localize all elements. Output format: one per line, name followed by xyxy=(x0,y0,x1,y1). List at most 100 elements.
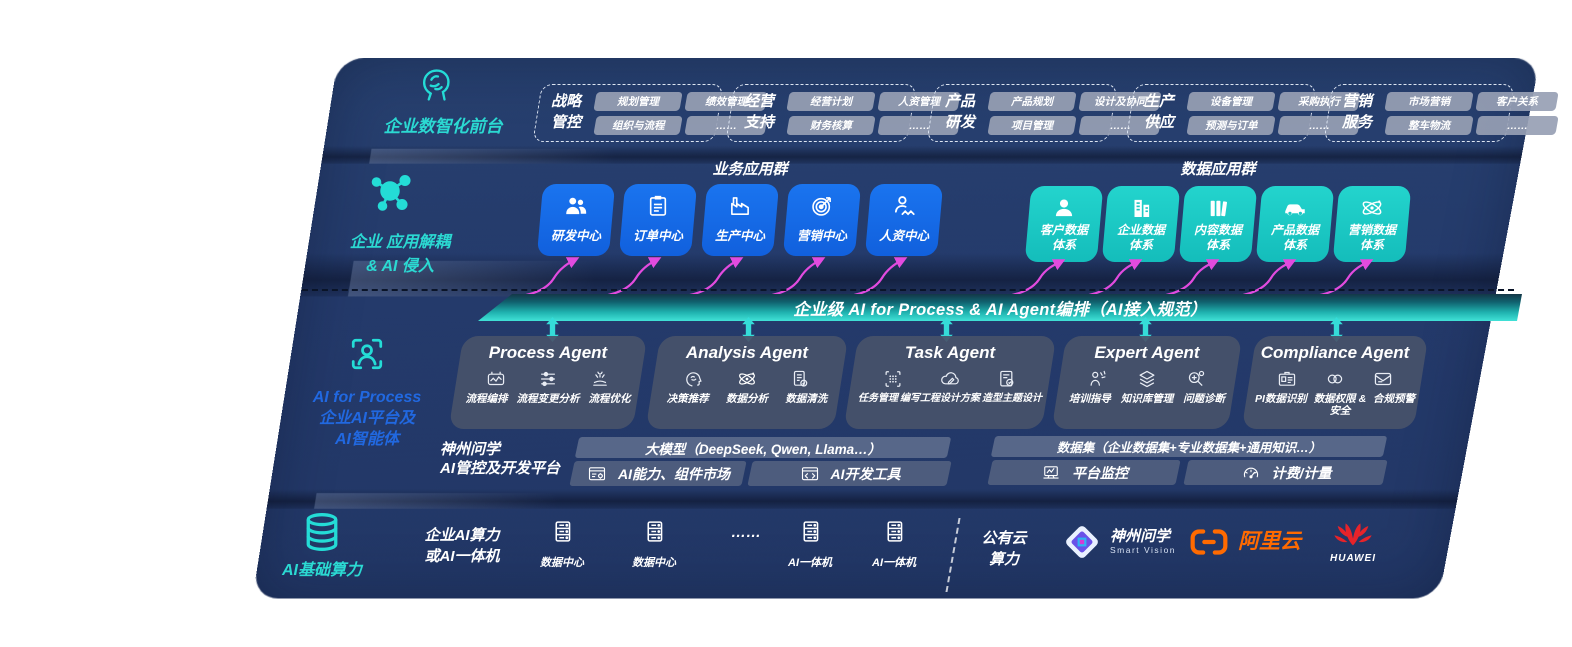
business-center-box: 营销中心 xyxy=(786,184,858,256)
front-office-group-operation: 经营 支持 经营计划 人资管理 财务核算 …… xyxy=(725,84,961,142)
front-office-group-supply: 生产 供应 设备管理 采购执行 预测与订单 …… xyxy=(1125,84,1361,142)
billing-cell: 计费/计量 xyxy=(1186,460,1385,485)
public-cloud-label: 公有云 算力 xyxy=(981,530,1027,568)
brain-head-icon xyxy=(413,64,455,106)
business-center-box: 人资中心 xyxy=(868,184,940,256)
business-center-box: 生产中心 xyxy=(704,184,776,256)
group-item-pill: 组织与流程 xyxy=(593,116,683,135)
agent-box-analysis: Analysis Agent 决策推荐 数据分析 数据清洗 xyxy=(653,336,841,429)
doc-clean-icon xyxy=(789,368,811,390)
group-item-pill: 预测与订单 xyxy=(1186,116,1276,135)
group-item-pill: …… xyxy=(1475,116,1559,135)
infra-label: AI基础算力 xyxy=(281,562,362,579)
monitor-cell: 平台监控 xyxy=(990,460,1178,485)
layers-icon xyxy=(1136,368,1158,390)
group-item-pill: 产品规划 xyxy=(987,92,1077,111)
person-icon xyxy=(1051,195,1077,221)
platform-label: 神州问学 AI管控及开发平台 xyxy=(440,441,561,477)
group-title: 产品 研发 xyxy=(945,93,976,131)
agent-box-process: Process Agent 流程编排 流程变更分析 流程优化 xyxy=(456,336,640,429)
model-header: 大模型（DeepSeek, Qwen, Llama…） xyxy=(577,437,949,458)
data-system-box: 企业数据 体系 xyxy=(1105,186,1177,262)
server-icon xyxy=(882,518,907,545)
books-icon xyxy=(1205,195,1231,221)
id-card-icon xyxy=(1276,368,1298,390)
cloud-edit-icon xyxy=(939,368,961,390)
enterprise-compute-label: 企业AI算力 或AI一体机 xyxy=(424,527,500,565)
ai-ability-cell: AI能力、组件市场 xyxy=(572,461,744,486)
server-icon xyxy=(642,518,667,545)
infra-node: 数据中心 xyxy=(618,518,690,570)
front-office-group-strategy: 战略 管控 规划管理 绩效管理 组织与流程 …… xyxy=(532,84,768,142)
group-item-pill: 规划管理 xyxy=(593,92,683,111)
business-center-box: 研发中心 xyxy=(540,184,612,256)
link-icon xyxy=(1324,368,1346,390)
layer-separator xyxy=(266,489,1460,509)
group-item-pill: 设备管理 xyxy=(1186,92,1276,111)
data-system-box: 内容数据 体系 xyxy=(1182,186,1254,262)
data-system-box: 产品数据 体系 xyxy=(1259,186,1331,262)
infra-node: AI一体机 xyxy=(774,518,846,570)
group-item-pill: 市场营销 xyxy=(1384,92,1474,111)
diagnose-icon xyxy=(1185,368,1207,390)
infra-node: AI一体机 xyxy=(858,518,930,570)
decouple-label: 企业 应用解耦 & AI 侵入 xyxy=(349,234,451,275)
hr-person-icon xyxy=(891,193,917,219)
clipboard-icon xyxy=(645,193,671,219)
database-icon xyxy=(300,510,344,554)
teach-icon xyxy=(1087,368,1109,390)
atom-icon xyxy=(1359,195,1385,221)
group-item-pill: 财务核算 xyxy=(786,116,876,135)
code-window-icon xyxy=(799,464,821,484)
dashed-boundary-line xyxy=(302,289,1514,291)
layer-separator xyxy=(321,145,1524,164)
data-group-title: 数据应用群 xyxy=(1180,161,1256,178)
business-center-box: 订单中心 xyxy=(622,184,694,256)
scan-person-icon xyxy=(347,334,387,374)
group-title: 营销 服务 xyxy=(1342,93,1373,131)
sliders-icon xyxy=(537,368,559,390)
front-office-label: 企业数智化前台 xyxy=(383,117,503,136)
factory-icon xyxy=(727,193,753,219)
monitor-icon xyxy=(1040,463,1062,483)
molecule-icon xyxy=(366,170,414,218)
car-icon xyxy=(1282,195,1308,221)
ai-platform-label: AI for Process 企业AI平台及 AI智能体 xyxy=(312,389,422,448)
agent-box-expert: Expert Agent 培训指导 知识库管理 问题诊断 xyxy=(1059,336,1235,429)
group-item-pill: 客户关系 xyxy=(1475,92,1559,111)
dev-tools-cell: AI开发工具 xyxy=(750,461,949,486)
vendor-szwx: 神州问学 Smart Vision xyxy=(1062,522,1176,562)
front-office-group-marketing: 营销 服务 市场营销 客户关系 整车物流 …… xyxy=(1323,84,1559,142)
infra-node: 数据中心 xyxy=(526,518,598,570)
agent-box-task: Task Agent 任务管理 编写工程设计方案 造型主题设计 xyxy=(851,336,1049,429)
group-title: 经营 支持 xyxy=(744,93,775,131)
ai-bus-bar: 企业级 AI for Process & AI Agent编排（AI接入规范） xyxy=(478,294,1522,321)
aliyun-bracket-icon xyxy=(1190,529,1228,555)
head-chat-icon xyxy=(683,368,705,390)
dataset-header: 数据集（企业数据集+专业数据集+通用知识…） xyxy=(993,436,1385,457)
building-icon xyxy=(1128,195,1154,221)
target-icon xyxy=(809,193,835,219)
gear-box-icon xyxy=(586,464,608,484)
atom-icon xyxy=(736,368,758,390)
agent-box-compliance: Compliance Agent PI数据识别 数据权限 & 安全 合规预警 xyxy=(1249,336,1421,429)
group-title: 生产 供应 xyxy=(1144,93,1175,131)
server-icon xyxy=(550,518,575,545)
group-item-pill: 项目管理 xyxy=(987,116,1077,135)
vendor-aliyun: 阿里云 xyxy=(1188,528,1301,556)
szwx-diamond-icon xyxy=(1066,526,1098,558)
vendor-huawei: HUAWEI xyxy=(1320,516,1386,564)
flow-icon xyxy=(485,368,507,390)
task-grid-icon xyxy=(882,368,904,390)
data-system-box: 营销数据 体系 xyxy=(1336,186,1408,262)
business-group-title: 业务应用群 xyxy=(712,161,788,178)
users-icon xyxy=(563,193,589,219)
data-system-box: 客户数据 体系 xyxy=(1028,186,1100,262)
gauge-icon xyxy=(1240,463,1262,483)
front-office-group-product: 产品 研发 产品规划 设计及协同 项目管理 …… xyxy=(926,84,1162,142)
group-item-pill: 经营计划 xyxy=(786,92,876,111)
optimize-icon xyxy=(589,368,611,390)
server-icon xyxy=(798,518,823,545)
board-check-icon xyxy=(996,368,1018,390)
